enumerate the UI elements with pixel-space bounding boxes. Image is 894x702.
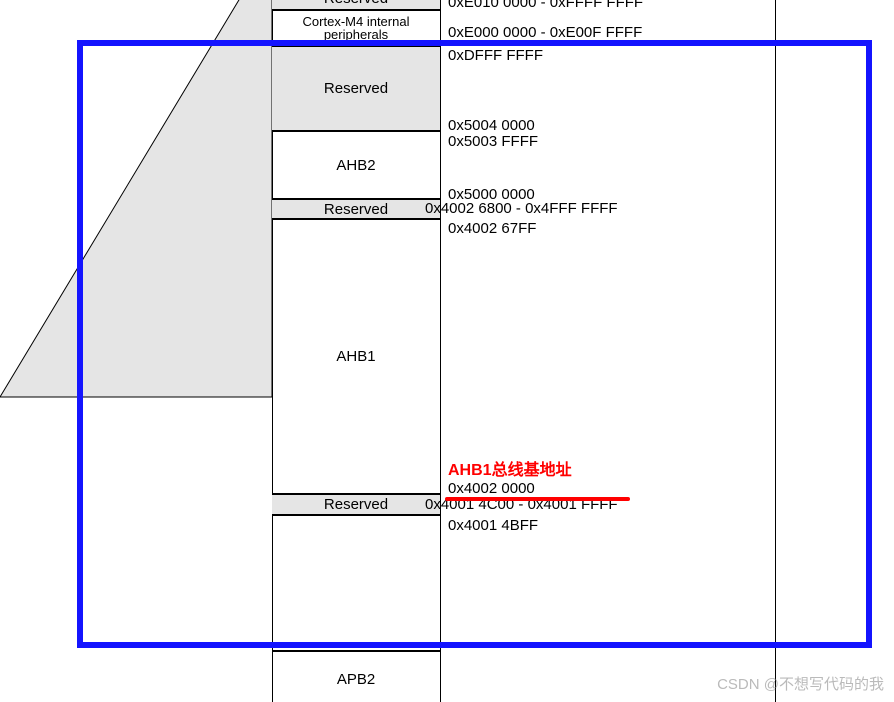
region-label: APB2 <box>337 671 375 688</box>
col-right-border <box>440 0 441 702</box>
address-label: 0x5003 FFFF <box>448 133 538 150</box>
region-label: Reserved <box>324 496 388 513</box>
region-ahb1: AHB1 <box>272 219 440 494</box>
watermark: CSDN @不想写代码的我 <box>717 673 884 694</box>
region-label: AHB1 <box>336 348 375 365</box>
address-label: 0xDFFF FFFF <box>448 47 543 64</box>
region-apb2: APB2 <box>272 651 440 702</box>
ahb1-base-underline <box>445 497 630 501</box>
region-label: Reserved <box>324 80 388 97</box>
region-label: Reserved <box>324 0 388 7</box>
region-reserved: Reserved <box>272 0 440 10</box>
region-label: AHB2 <box>336 157 375 174</box>
memory-map-diagram: Reserved Cortex-M4 internal peripherals Re… <box>0 0 894 702</box>
zoom-wedge <box>0 0 272 702</box>
col-far-border <box>775 0 776 702</box>
address-label: 0xE000 0000 - 0xE00F FFFF <box>448 24 642 41</box>
region-ahb2: AHB2 <box>272 131 440 199</box>
region-cortex-m4-internal-peripherals: Cortex-M4 internal peripherals <box>272 10 440 46</box>
region-reserved: Reserved <box>272 199 440 219</box>
address-label: 0x5004 0000 <box>448 117 535 134</box>
address-label: 0x4002 0000 <box>448 480 535 497</box>
region-reserved: Reserved <box>272 46 440 131</box>
ahb1-base-annotation: AHB1总线基地址 <box>448 456 572 480</box>
region-blank-7 <box>272 515 440 651</box>
address-label: 0xE010 0000 - 0xFFFF FFFF <box>448 0 643 11</box>
region-label: Cortex-M4 internal peripherals <box>272 15 440 41</box>
address-label: 0x4001 4BFF <box>448 517 538 534</box>
region-reserved: Reserved <box>272 494 440 515</box>
address-label: 0x4002 67FF <box>448 220 536 237</box>
address-label: 0x4002 6800 - 0x4FFF FFFF <box>425 200 618 217</box>
region-label: Reserved <box>324 201 388 218</box>
